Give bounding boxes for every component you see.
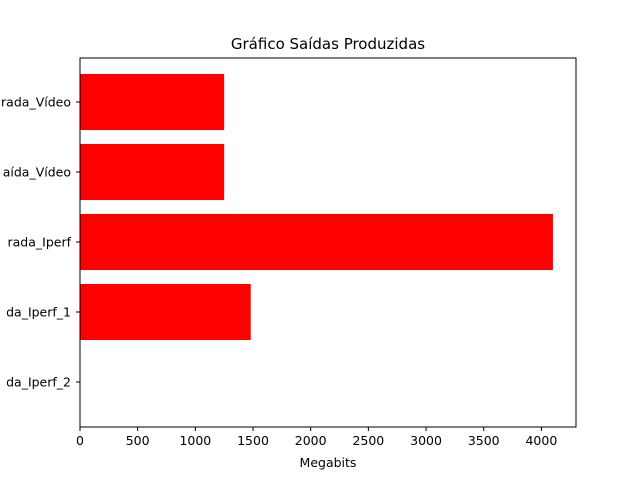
- bar-0: [80, 74, 225, 130]
- chart-title: Gráfico Saídas Produzidas: [231, 35, 425, 53]
- x-tick-label: 500: [126, 433, 150, 448]
- x-tick-label: 3000: [410, 433, 442, 448]
- x-tick-label: 1500: [237, 433, 269, 448]
- x-tick-label: 3500: [468, 433, 500, 448]
- x-tick-label: 4000: [525, 433, 557, 448]
- x-tick-label: 0: [76, 433, 84, 448]
- x-axis-ticks: 0 500 1000 1500 2000 2500 3000 3500 4000: [76, 427, 557, 448]
- x-axis-label: Megabits: [300, 455, 357, 470]
- x-tick-label: 2000: [295, 433, 327, 448]
- y-tick-label: da_Iperf_2: [6, 375, 71, 390]
- y-tick-label: aída_Vídeo: [3, 165, 71, 180]
- bar-2: [80, 214, 553, 270]
- x-tick-label: 1000: [179, 433, 211, 448]
- bars-group: [80, 74, 553, 340]
- bar-3: [80, 284, 251, 340]
- bar-1: [80, 144, 225, 200]
- plot-frame: [79, 57, 577, 428]
- y-axis-ticks: rada_Vídeo aída_Vídeo rada_Iperf da_Iperf_1…: [1, 95, 80, 390]
- y-tick-label: rada_Iperf: [8, 235, 72, 250]
- y-tick-label: da_Iperf_1: [6, 305, 71, 320]
- y-tick-label: rada_Vídeo: [1, 95, 71, 110]
- x-tick-label: 2500: [352, 433, 384, 448]
